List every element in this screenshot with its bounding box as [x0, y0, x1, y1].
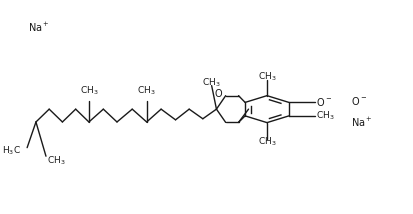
- Text: Na$^+$: Na$^+$: [351, 115, 373, 129]
- Text: CH$_3$: CH$_3$: [138, 85, 156, 97]
- Text: CH$_3$: CH$_3$: [47, 155, 66, 167]
- Text: Na$^+$: Na$^+$: [28, 21, 50, 34]
- Text: H$_3$C: H$_3$C: [2, 145, 21, 157]
- Text: CH$_3$: CH$_3$: [258, 70, 276, 83]
- Text: O$^-$: O$^-$: [351, 95, 367, 107]
- Text: CH$_3$: CH$_3$: [316, 110, 335, 122]
- Text: O$^-$: O$^-$: [316, 96, 332, 108]
- Text: CH$_3$: CH$_3$: [80, 85, 98, 97]
- Text: CH$_3$: CH$_3$: [202, 76, 221, 89]
- Text: O: O: [214, 89, 222, 99]
- Text: CH$_3$: CH$_3$: [258, 136, 276, 148]
